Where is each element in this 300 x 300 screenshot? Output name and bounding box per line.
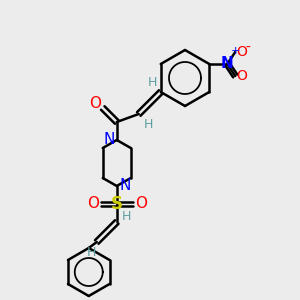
Text: -: - — [246, 41, 251, 55]
Text: O: O — [236, 69, 247, 83]
Text: N: N — [103, 133, 114, 148]
Text: H: H — [148, 76, 158, 88]
Text: O: O — [135, 196, 147, 211]
Text: O: O — [236, 45, 247, 59]
Text: N: N — [221, 56, 234, 70]
Text: O: O — [87, 196, 99, 211]
Text: O: O — [89, 97, 101, 112]
Text: H: H — [87, 245, 96, 259]
Text: +: + — [231, 46, 240, 56]
Text: S: S — [111, 195, 123, 213]
Text: N: N — [119, 178, 130, 194]
Text: H: H — [122, 211, 131, 224]
Text: H: H — [144, 118, 153, 130]
